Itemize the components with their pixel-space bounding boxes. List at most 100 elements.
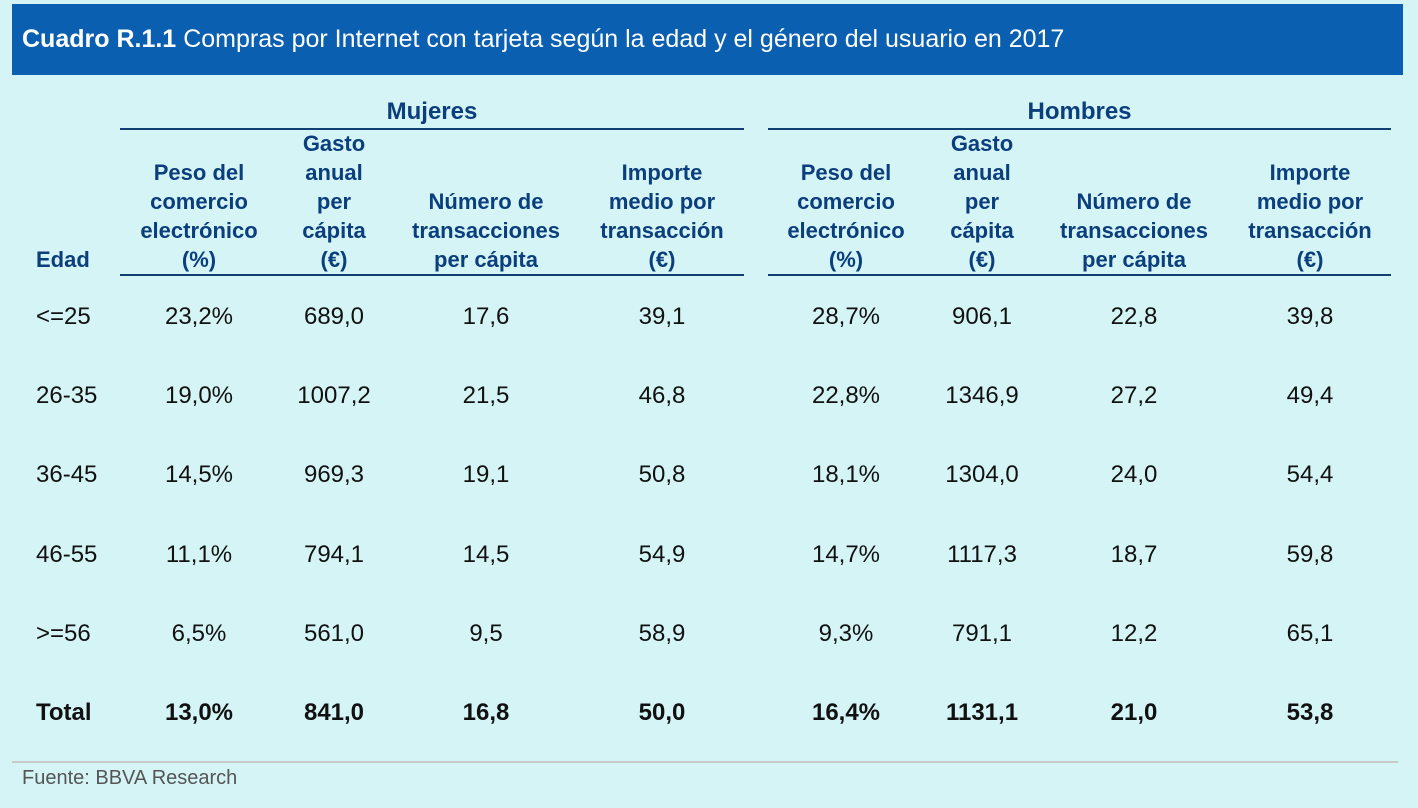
value-cell-peso-hombres: 9,3% xyxy=(818,620,874,647)
col-head-line: comercio xyxy=(797,189,895,214)
col-head-line: per xyxy=(964,189,1000,214)
value-cell-numero-mujeres: 17,6 xyxy=(462,303,510,330)
col-head-line: anual xyxy=(953,160,1011,185)
col-head-numero-mujeres: Número de transacciones per cápita xyxy=(398,134,574,274)
value-cell-gasto-hombres: 906,1 xyxy=(951,303,1013,330)
age-cell: <=25 xyxy=(36,303,91,330)
value-cell-gasto-mujeres: 1007,2 xyxy=(297,382,371,409)
col-head-importe-mujeres: Importe medio por transacción (€) xyxy=(582,134,742,274)
col-head-line: (%) xyxy=(828,247,864,272)
col-head-line: (€) xyxy=(968,247,996,272)
col-head-line: per xyxy=(316,189,352,214)
col-head-line: Número de xyxy=(428,189,544,214)
col-head-age-label: Edad xyxy=(36,247,90,272)
col-head-line: Número de xyxy=(1076,189,1192,214)
value-cell-importe-hombres: 39,8 xyxy=(1286,303,1334,330)
value-cell-importe-hombres: 53,8 xyxy=(1286,699,1334,726)
col-head-line: Gasto xyxy=(950,131,1014,156)
value-cell-gasto-hombres: 791,1 xyxy=(951,620,1013,647)
col-head-line: Importe xyxy=(1269,160,1351,185)
col-head-line: Gasto xyxy=(302,131,366,156)
value-cell-numero-mujeres: 19,1 xyxy=(462,461,510,488)
value-cell-importe-mujeres: 50,0 xyxy=(638,699,686,726)
col-head-line: transacciones xyxy=(1060,218,1208,243)
col-head-peso-mujeres: Peso del comercio electrónico (%) xyxy=(124,134,274,274)
col-head-line: comercio xyxy=(150,189,248,214)
value-cell-numero-mujeres: 16,8 xyxy=(462,699,510,726)
col-head-gasto-hombres: Gasto anual per cápita (€) xyxy=(927,131,1037,274)
col-head-peso-hombres: Peso del comercio electrónico (%) xyxy=(771,134,921,274)
value-cell-numero-mujeres: 9,5 xyxy=(469,620,503,647)
col-head-line: medio por xyxy=(608,189,716,214)
col-head-line: electrónico xyxy=(787,218,905,243)
value-cell-importe-mujeres: 39,1 xyxy=(638,303,686,330)
group-hombres: Hombres xyxy=(1027,98,1132,125)
table-title-text: Compras por Internet con tarjeta según l… xyxy=(183,25,1065,53)
col-head-importe-hombres: Importe medio por transacción (€) xyxy=(1230,134,1390,274)
value-cell-peso-mujeres: 19,0% xyxy=(164,382,234,409)
group-underline-mujeres xyxy=(120,128,744,130)
value-cell-peso-mujeres: 14,5% xyxy=(164,461,234,488)
col-head-line: anual xyxy=(305,160,363,185)
value-cell-peso-hombres: 22,8% xyxy=(811,382,881,409)
value-cell-importe-mujeres: 50,8 xyxy=(638,461,686,488)
age-cell: 36-45 xyxy=(36,461,98,488)
value-cell-gasto-mujeres: 561,0 xyxy=(303,620,365,647)
value-cell-gasto-mujeres: 841,0 xyxy=(303,699,365,726)
age-cell: Total xyxy=(36,699,92,726)
col-head-gasto-mujeres: Gasto anual per cápita (€) xyxy=(279,131,389,274)
group-mujeres: Mujeres xyxy=(386,98,478,125)
col-head-line: per cápita xyxy=(1082,247,1186,272)
value-cell-importe-mujeres: 54,9 xyxy=(638,541,686,568)
table-title: Cuadro R.1.1 Compras por Internet con ta… xyxy=(12,4,1403,75)
header-underline-hombres xyxy=(768,274,1391,276)
value-cell-numero-mujeres: 14,5 xyxy=(462,541,510,568)
header-underline-mujeres xyxy=(120,274,744,276)
age-cell: >=56 xyxy=(36,620,91,647)
value-cell-numero-hombres: 24,0 xyxy=(1110,461,1158,488)
col-head-line: transacciones xyxy=(412,218,560,243)
value-cell-peso-mujeres: 13,0% xyxy=(164,699,234,726)
value-cell-gasto-mujeres: 689,0 xyxy=(303,303,365,330)
col-head-line: (€) xyxy=(648,247,676,272)
col-head-line: (€) xyxy=(320,247,348,272)
value-cell-numero-hombres: 27,2 xyxy=(1110,382,1158,409)
col-head-numero-hombres: Número de transacciones per cápita xyxy=(1046,134,1222,274)
value-cell-gasto-mujeres: 969,3 xyxy=(303,461,365,488)
value-cell-importe-hombres: 59,8 xyxy=(1286,541,1334,568)
value-cell-importe-hombres: 65,1 xyxy=(1286,620,1334,647)
col-head-line: Peso del xyxy=(153,160,245,185)
value-cell-numero-mujeres: 21,5 xyxy=(462,382,510,409)
col-head-age: Edad xyxy=(36,134,116,274)
value-cell-numero-hombres: 18,7 xyxy=(1110,541,1158,568)
age-cell: 26-35 xyxy=(36,382,98,409)
col-head-line: cápita xyxy=(950,218,1014,243)
source-note: Fuente: BBVA Research xyxy=(22,767,238,789)
age-cell: 46-55 xyxy=(36,541,98,568)
col-head-line: electrónico xyxy=(140,218,258,243)
value-cell-gasto-hombres: 1117,3 xyxy=(947,541,1017,568)
value-cell-importe-mujeres: 46,8 xyxy=(638,382,686,409)
col-head-line: Peso del xyxy=(800,160,892,185)
value-cell-peso-hombres: 18,1% xyxy=(811,461,881,488)
col-head-line: transacción xyxy=(1248,218,1372,243)
source-divider xyxy=(12,761,1398,763)
col-head-line: transacción xyxy=(600,218,724,243)
value-cell-numero-hombres: 12,2 xyxy=(1110,620,1158,647)
value-cell-peso-mujeres: 23,2% xyxy=(164,303,234,330)
value-cell-importe-hombres: 49,4 xyxy=(1286,382,1334,409)
table-code: Cuadro R.1.1 xyxy=(22,25,177,53)
value-cell-peso-hombres: 28,7% xyxy=(811,303,881,330)
value-cell-importe-hombres: 54,4 xyxy=(1286,461,1334,488)
col-head-line: medio por xyxy=(1256,189,1364,214)
col-head-line: (%) xyxy=(181,247,217,272)
value-cell-gasto-mujeres: 794,1 xyxy=(303,541,365,568)
value-cell-numero-hombres: 21,0 xyxy=(1110,699,1158,726)
value-cell-peso-hombres: 14,7% xyxy=(811,541,881,568)
value-cell-gasto-hombres: 1304,0 xyxy=(945,461,1019,488)
col-head-line: cápita xyxy=(302,218,366,243)
col-head-line: per cápita xyxy=(434,247,538,272)
value-cell-gasto-hombres: 1346,9 xyxy=(945,382,1019,409)
value-cell-numero-hombres: 22,8 xyxy=(1110,303,1158,330)
group-underline-hombres xyxy=(768,128,1391,130)
